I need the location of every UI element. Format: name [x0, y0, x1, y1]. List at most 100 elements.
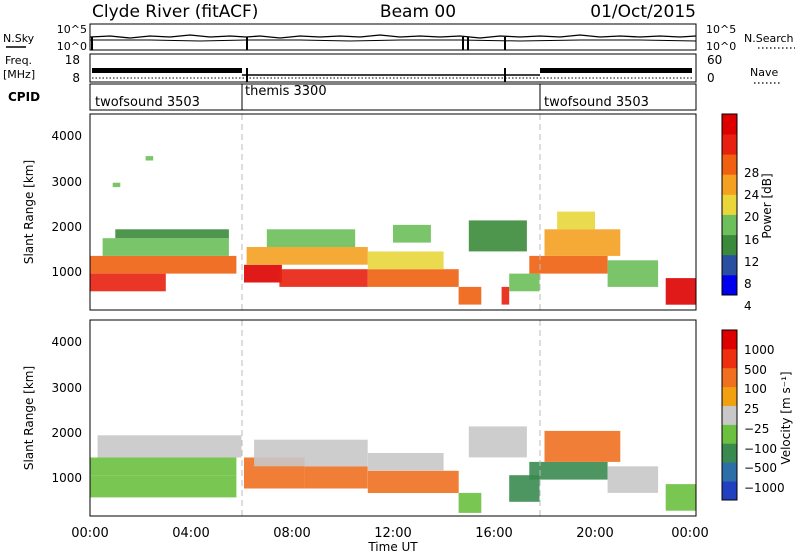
noise-search-trace [90, 39, 697, 42]
vel-cbar-swatch-2 [722, 443, 737, 463]
power-cell-16 [509, 273, 540, 292]
freq-trace-seg-1 [92, 68, 242, 73]
vel-cbar-swatch-3 [722, 424, 737, 444]
vel-cbar-swatch-0 [722, 481, 737, 501]
cpid-segment-3: twofsound 3503 [544, 95, 649, 110]
freq-left-tick-top: 18 [65, 53, 80, 67]
cpid-segment-2: themis 3300 [245, 84, 327, 99]
power-cbar-frame [721, 113, 738, 296]
beam-title: Beam 00 [380, 2, 456, 22]
velocity-ytick-3000: 3000 [51, 381, 82, 395]
cpid-label: CPID [8, 90, 40, 104]
x-axis: 00:00 04:00 08:00 12:00 16:00 20:00 00:0… [71, 526, 708, 554]
power-heatmap [90, 156, 696, 305]
noise-left-tick-top: 10^5 [57, 23, 87, 36]
power-cbar-swatch-0 [722, 274, 737, 296]
cpid-strip: CPID twofsound 3503 themis 3300 twofsoun… [8, 83, 697, 111]
velocity-cbar-tick-m100: −100 [744, 442, 777, 456]
power-cell-11 [367, 251, 444, 270]
power-cbar-swatch-7 [722, 134, 737, 155]
power-cell-20 [607, 260, 659, 287]
power-cell-17 [529, 255, 608, 274]
noise-right-tick-top: 10^5 [706, 23, 736, 36]
velocity-frame [89, 319, 697, 517]
power-cbar-swatch-4 [722, 194, 737, 215]
vel-cell-12 [544, 430, 621, 462]
vel-cell-9 [468, 426, 527, 458]
vel-cbar-swatch-8 [722, 330, 737, 350]
power-frame [89, 113, 697, 311]
power-cell-14 [468, 220, 527, 252]
vel-cbar-frame [721, 329, 738, 501]
velocity-cbar-tick-500: 500 [744, 363, 767, 377]
power-panel: Slant Range [km] 4000 3000 2000 1000 Pow… [22, 113, 774, 313]
power-cell-7 [279, 269, 368, 287]
xtick-0000: 00:00 [71, 526, 108, 541]
power-cell-19 [557, 211, 595, 230]
vel-cell-0 [90, 475, 237, 498]
power-cell-9 [266, 229, 356, 247]
velocity-ytick-4000: 4000 [51, 335, 82, 349]
power-cbar-tick-20: 20 [744, 210, 759, 224]
xtick-2400: 00:00 [671, 526, 708, 541]
nave-tick-top: 60 [707, 53, 722, 67]
vel-cell-13 [607, 466, 659, 493]
power-cell-4 [112, 182, 121, 188]
power-cell-18 [544, 229, 621, 256]
velocity-cbar-label: Velocity [m s⁻¹] [779, 371, 793, 464]
freq-unit: [MHz] [3, 68, 35, 81]
vel-cell-11 [529, 461, 608, 480]
power-ytick-3000: 3000 [51, 175, 82, 189]
power-cell-15 [501, 286, 510, 305]
vel-cell-8 [458, 492, 482, 513]
xtick-0800: 08:00 [273, 526, 310, 541]
power-ytick-1000: 1000 [51, 265, 82, 279]
power-cbar-swatch-2 [722, 234, 737, 256]
noise-search-label: N.Search [744, 32, 794, 45]
velocity-ylabel: Slant Range [km] [22, 366, 36, 470]
vel-cbar-swatch-6 [722, 367, 737, 388]
date-title: 01/Oct/2015 [590, 2, 696, 22]
velocity-cbar-tick-m25: −25 [744, 422, 769, 436]
power-cell-5 [145, 156, 154, 161]
noise-sky-trace [89, 34, 697, 39]
power-cbar-swatch-1 [722, 254, 737, 276]
power-cbar-label: Power [dB] [760, 173, 774, 238]
power-cbar-swatch-8 [722, 114, 737, 135]
velocity-cbar-tick-100: 100 [744, 382, 767, 396]
power-cbar-swatch-6 [722, 154, 737, 175]
freq-panel: Freq. [MHz] 18 8 60 0 Nave [3, 53, 780, 85]
vel-cell-1 [90, 457, 237, 476]
power-cbar-tick-12: 12 [744, 255, 759, 269]
xtick-1600: 16:00 [475, 526, 512, 541]
power-cbar-swatch-5 [722, 174, 737, 195]
velocity-colorbar [721, 329, 738, 501]
power-cell-3 [115, 229, 229, 239]
power-cbar-swatch-3 [722, 214, 737, 236]
freq-left-tick-bottom: 8 [72, 71, 80, 85]
cpid-segment-1: twofsound 3503 [95, 95, 200, 110]
power-cell-8 [246, 247, 368, 265]
xtick-2000: 20:00 [576, 526, 613, 541]
power-cell-0 [90, 273, 166, 292]
power-ytick-2000: 2000 [51, 220, 82, 234]
vel-cell-5 [254, 439, 368, 467]
velocity-heatmap [90, 426, 696, 513]
vel-cell-6 [367, 470, 459, 493]
power-cbar-tick-4: 4 [744, 299, 752, 313]
power-cbar-tick-28: 28 [744, 166, 759, 180]
vel-cbar-swatch-5 [722, 386, 737, 406]
velocity-cbar-tick-m1000: −1000 [744, 481, 785, 495]
power-cell-12 [393, 224, 431, 243]
power-ylabel: Slant Range [km] [22, 160, 36, 264]
power-cell-2 [102, 238, 229, 256]
velocity-panel: Slant Range [km] 4000 3000 2000 1000 Vel… [22, 319, 793, 517]
vel-cbar-swatch-4 [722, 405, 737, 425]
velocity-ytick-1000: 1000 [51, 471, 82, 485]
vel-cell-4 [304, 466, 368, 489]
power-cbar-tick-8: 8 [744, 277, 752, 291]
noise-left-tick-bottom: 10^0 [57, 40, 87, 53]
power-cell-10 [367, 269, 459, 287]
vel-cbar-swatch-7 [722, 348, 737, 369]
vel-cbar-swatch-1 [722, 462, 737, 482]
